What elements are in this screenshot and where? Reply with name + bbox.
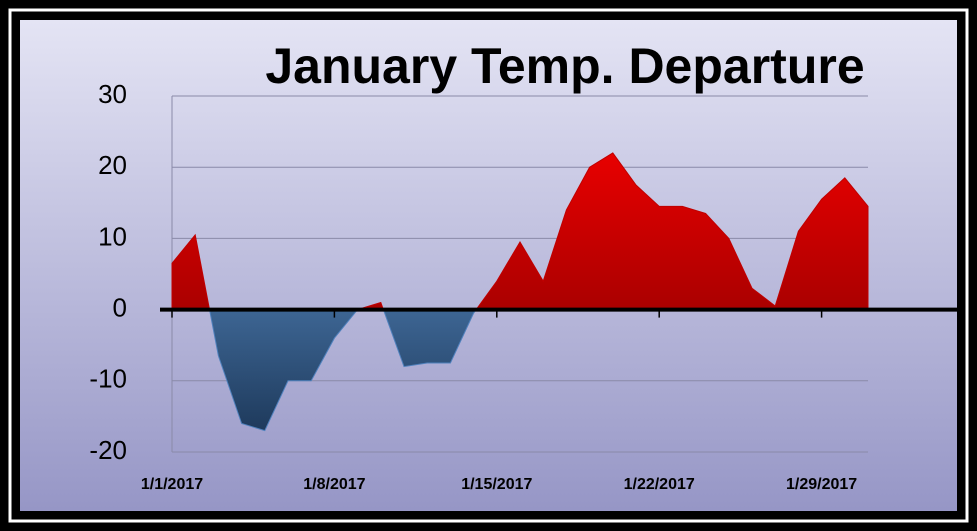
inner-frame (8, 8, 969, 523)
y-tick-label: -20 (89, 435, 127, 465)
y-tick-label: 0 (113, 292, 127, 322)
y-tick-label: -10 (89, 364, 127, 394)
x-tick-label: 1/29/2017 (786, 476, 857, 493)
negative-area (171, 309, 869, 432)
y-tick-label: 10 (98, 221, 127, 251)
x-tick-label: 1/15/2017 (461, 476, 532, 493)
y-tick-label: 30 (98, 79, 127, 109)
positive-area (171, 152, 869, 310)
x-tick-label: 1/1/2017 (141, 476, 203, 493)
y-tick-label: 20 (98, 150, 127, 180)
x-tick-label: 1/22/2017 (624, 476, 695, 493)
chart-title: January Temp. Departure (265, 38, 864, 94)
x-tick-label: 1/8/2017 (303, 476, 365, 493)
